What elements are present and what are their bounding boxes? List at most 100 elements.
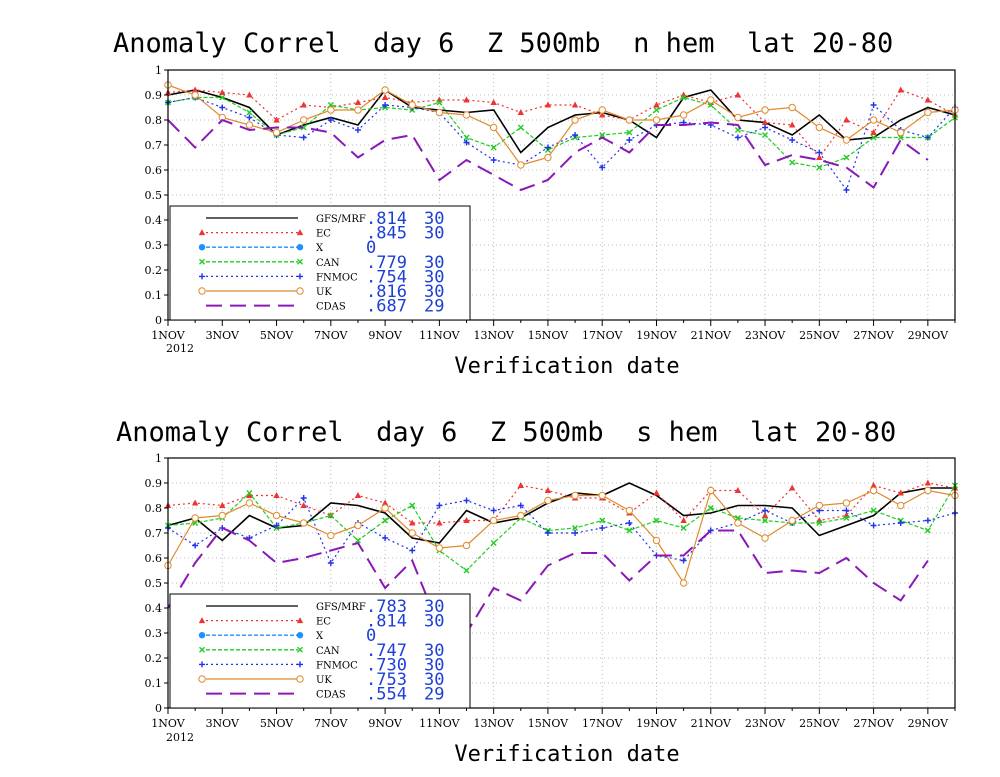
data-point-marker [816, 149, 823, 156]
data-point-marker [761, 106, 769, 114]
data-point-marker [463, 139, 470, 146]
data-point-marker [490, 99, 497, 105]
legend-score: 0 [366, 238, 376, 258]
data-point-marker [489, 123, 498, 132]
legend-entry: CAN .747 30 [199, 641, 444, 661]
data-point-marker [382, 102, 389, 108]
data-point-marker [897, 86, 904, 93]
legend-count: 29 [424, 297, 444, 317]
y-tick-label: 0.5 [145, 189, 163, 202]
data-point-marker [435, 544, 444, 552]
data-point-marker [382, 535, 389, 541]
data-point-marker [354, 537, 361, 544]
legend-entry: EC .814 30 [198, 612, 444, 632]
legend-marker [199, 258, 205, 265]
data-point-marker [762, 517, 769, 524]
y-tick-label: 0.2 [145, 652, 163, 665]
data-point-marker [788, 516, 796, 525]
data-point-marker [924, 517, 931, 524]
data-point-marker [599, 525, 606, 531]
legend-entry: UK .816 30 [198, 282, 444, 302]
y-tick-label: 1 [155, 452, 162, 465]
data-point-marker [490, 157, 497, 163]
y-tick-label: 0.6 [145, 552, 163, 565]
x-tick-label: 15NOV [528, 329, 569, 342]
data-point-marker [815, 501, 824, 510]
y-tick-label: 0.4 [145, 214, 163, 227]
data-point-marker [517, 124, 524, 131]
series-cdas [167, 118, 929, 192]
x-tick-label: 13NOV [473, 329, 514, 342]
legend-marker [198, 632, 206, 639]
x-tick-label: 11NOV [419, 329, 460, 342]
data-point-marker [436, 519, 443, 526]
x-tick-label: 15NOV [528, 717, 569, 730]
data-point-marker [544, 496, 552, 505]
data-point-marker [544, 530, 551, 536]
series-uk [164, 81, 959, 169]
data-point-marker [273, 492, 280, 498]
data-point-marker [598, 106, 606, 114]
data-point-marker [924, 527, 931, 534]
data-point-marker [788, 484, 796, 491]
data-point-marker [625, 506, 634, 515]
legend-entry: CAN .779 30 [199, 253, 444, 273]
data-point-marker [762, 132, 769, 138]
legend-marker [198, 244, 206, 251]
chart-panel-n-hem: Anomaly Correl day 6 Z 500mb n hem lat 2… [113, 28, 959, 379]
legend-marker [198, 229, 206, 236]
data-point-marker [245, 499, 254, 507]
data-point-marker [707, 505, 714, 511]
data-point-marker [219, 502, 226, 508]
x-tick-label: 17NOV [582, 329, 623, 342]
series-line [167, 96, 956, 169]
legend-series-name: UK [316, 675, 332, 686]
data-point-marker [788, 103, 796, 112]
data-point-marker [869, 116, 878, 124]
data-point-marker [327, 512, 334, 519]
data-point-marker [571, 101, 579, 108]
x-tick-label: 23NOV [745, 329, 786, 342]
y-tick-label: 0.3 [145, 627, 163, 640]
legend-score: 0 [366, 626, 376, 646]
legend-series-name: EC [316, 229, 331, 240]
data-point-marker [273, 522, 280, 529]
data-point-marker [599, 111, 606, 118]
legend-score: .783 [366, 597, 407, 617]
data-point-marker [191, 91, 199, 99]
data-point-marker [734, 487, 742, 493]
data-point-marker [680, 557, 687, 564]
chart-title: Anomaly Correl day 6 Z 500mb s hem lat 2… [116, 417, 896, 448]
y-tick-label: 0.9 [145, 89, 163, 102]
data-point-marker [734, 91, 742, 98]
x-tick-label: 7NOV [314, 717, 348, 730]
y-tick-label: 0.8 [145, 114, 163, 127]
x-tick-label: 9NOV [368, 717, 402, 730]
data-point-marker [463, 517, 470, 523]
legend-series-name: FNMOC [316, 660, 358, 671]
data-point-marker [218, 511, 226, 520]
data-point-marker [300, 124, 307, 131]
data-point-marker [382, 517, 389, 524]
data-point-marker [870, 507, 877, 514]
x-tick-label: 17NOV [582, 717, 623, 730]
series-line [167, 89, 956, 159]
x-tick-label: 3NOV [206, 717, 240, 730]
legend-score: .554 [366, 685, 407, 705]
data-point-marker [842, 136, 851, 144]
legend-marker [297, 258, 303, 265]
chart-title: Anomaly Correl day 6 Z 500mb n hem lat 2… [113, 28, 893, 59]
x-tick-label: 29NOV [908, 717, 949, 730]
data-point-marker [924, 134, 931, 141]
data-point-marker [354, 492, 362, 498]
data-point-marker [707, 486, 715, 495]
legend-marker [296, 244, 304, 251]
data-point-marker [272, 511, 281, 520]
legend-marker [198, 675, 206, 683]
data-point-marker [246, 492, 253, 498]
legend-count: 30 [424, 641, 444, 661]
legend-series-name: GFS/MRF [316, 214, 366, 225]
data-point-marker [246, 114, 253, 121]
